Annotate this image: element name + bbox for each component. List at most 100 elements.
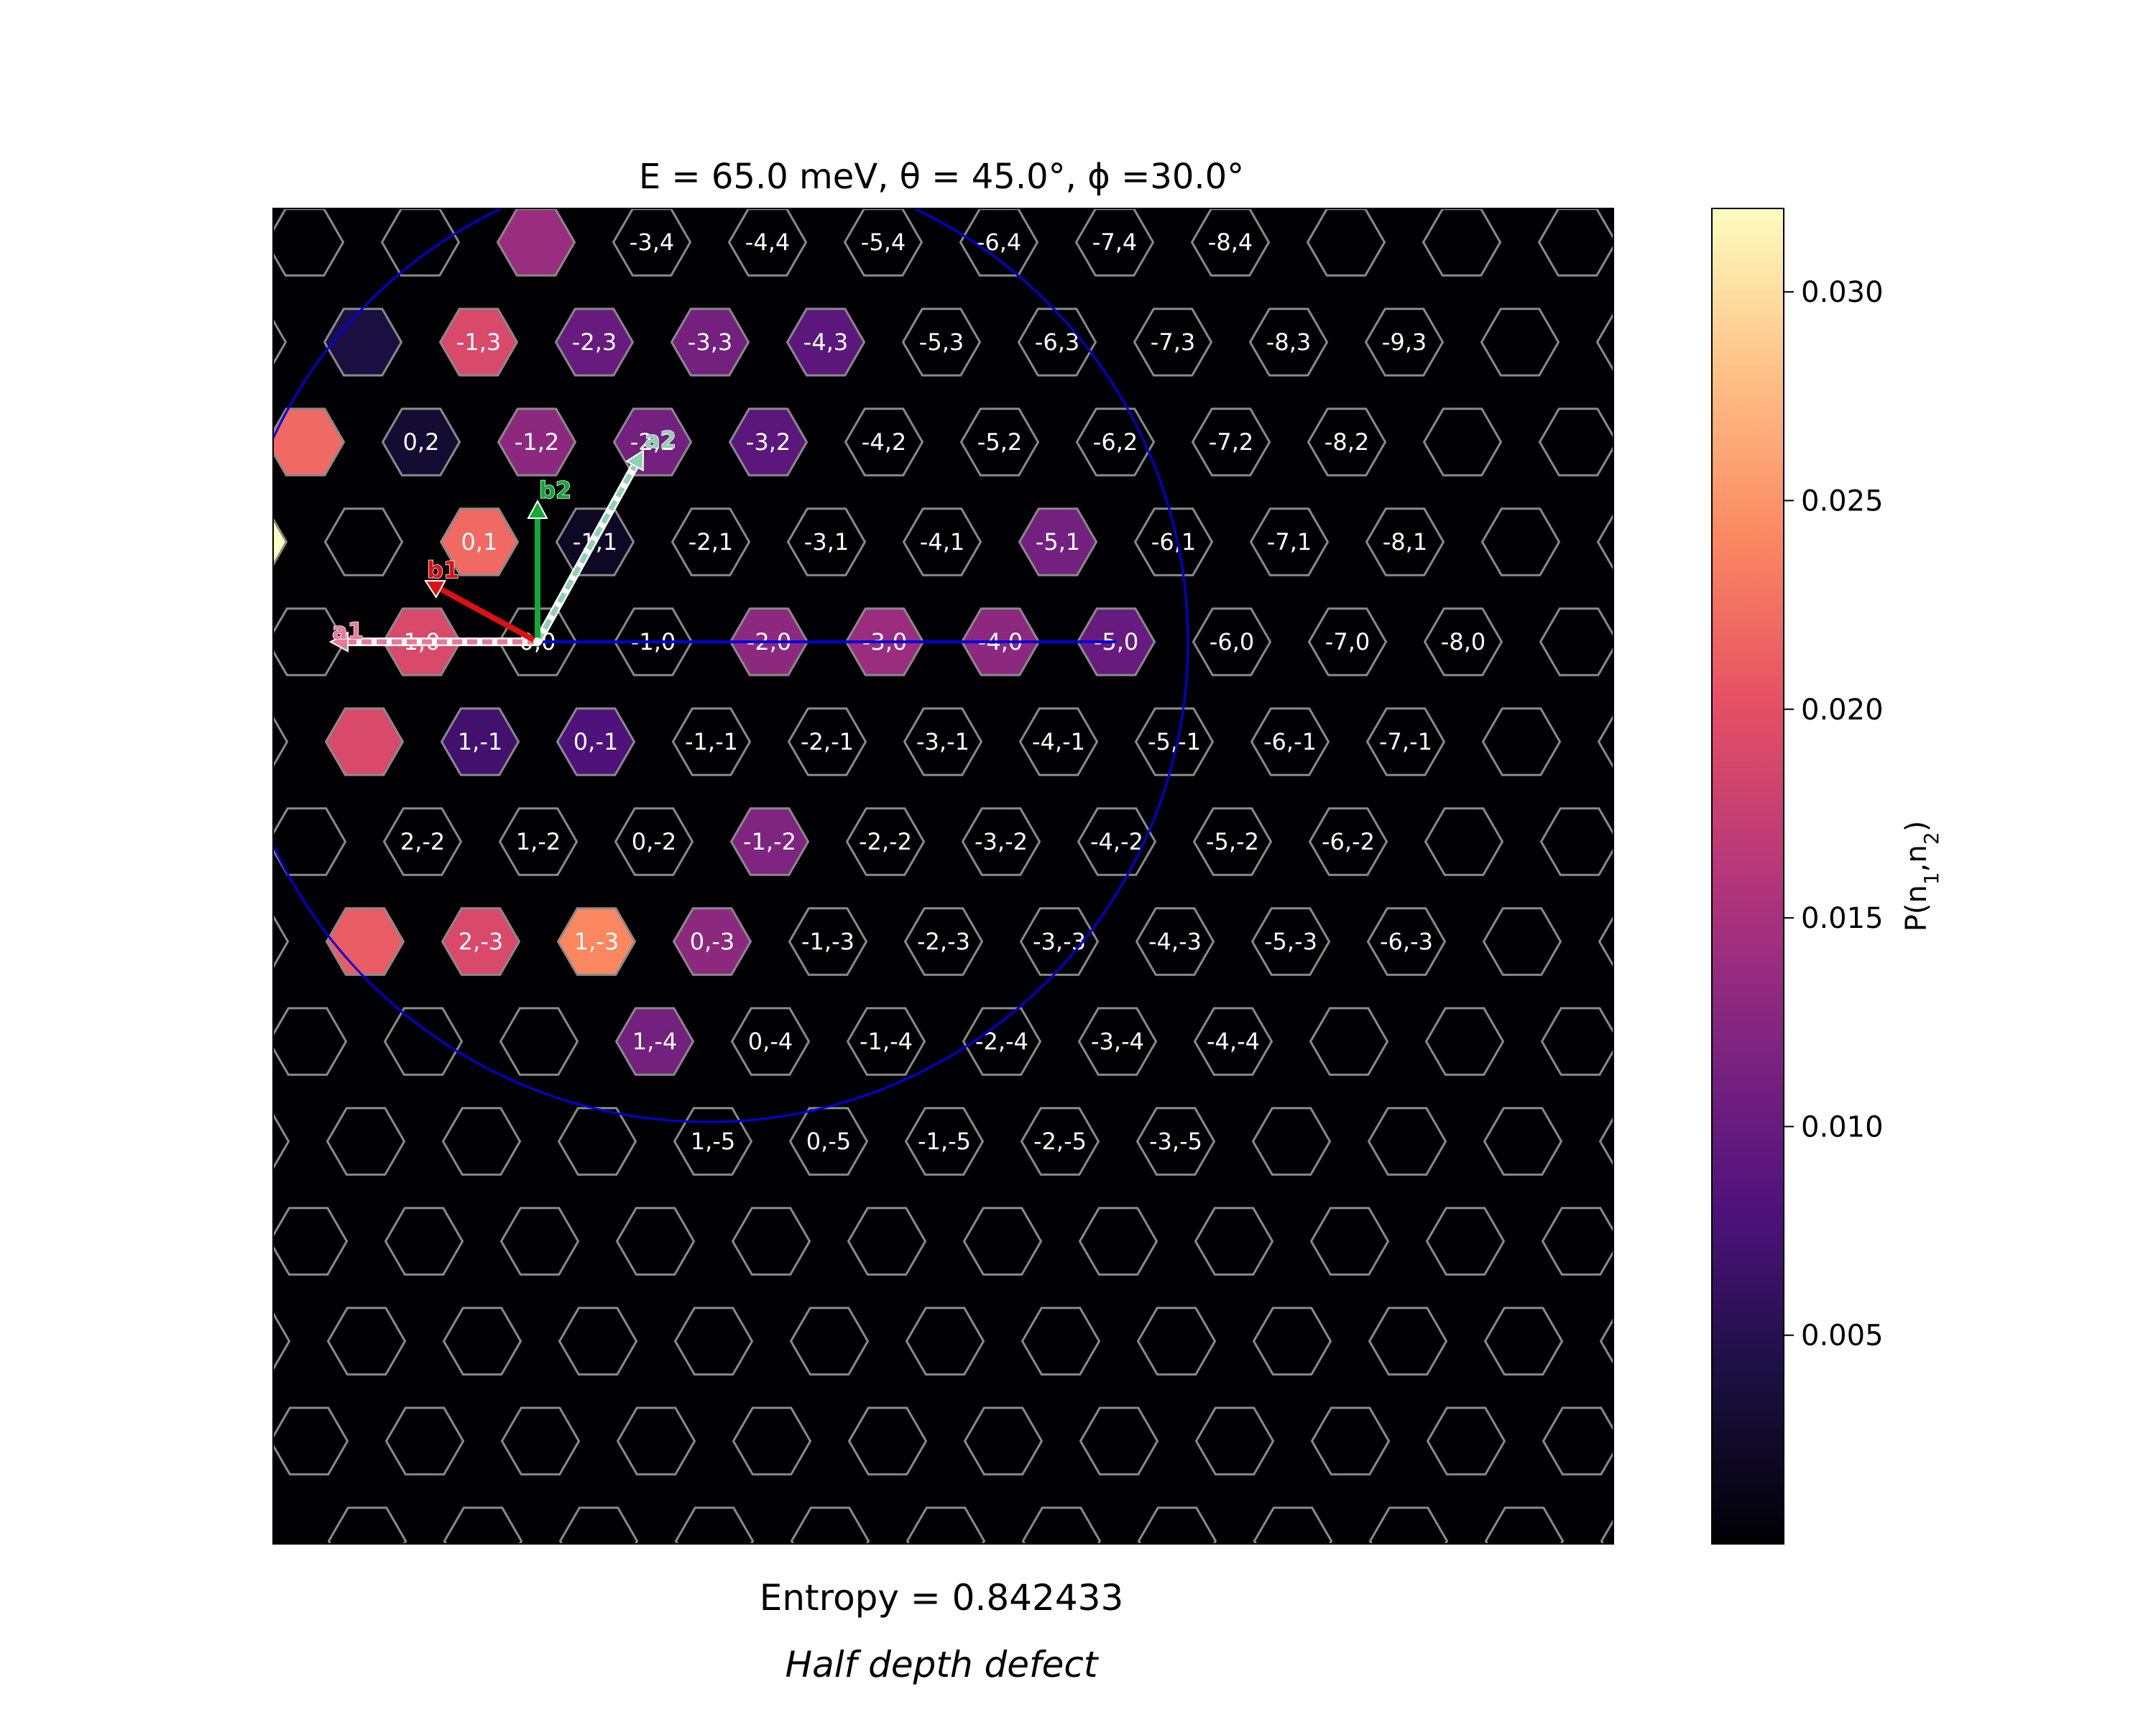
cell-label: -6,2 bbox=[1093, 428, 1138, 456]
cell-label: -4,-3 bbox=[1148, 928, 1202, 955]
hex-cell bbox=[1480, 308, 1560, 377]
hex-cell bbox=[1021, 1307, 1101, 1376]
cell-label: -8,0 bbox=[1441, 628, 1485, 656]
cell-label: -6,4 bbox=[977, 229, 1021, 256]
hex-cell bbox=[443, 1506, 523, 1544]
hex-cell bbox=[1425, 1207, 1506, 1276]
hex-cell bbox=[1194, 1207, 1274, 1276]
hex-cell bbox=[499, 1007, 579, 1076]
hex-cell bbox=[1307, 408, 1387, 477]
cell-label: -7,4 bbox=[1092, 229, 1137, 256]
cell-label: -1,3 bbox=[456, 328, 501, 356]
colorbar-tick-label: 0.020 bbox=[1801, 694, 1884, 727]
hex-cell bbox=[273, 516, 288, 568]
vector-label: b1 bbox=[427, 556, 459, 584]
lattice-vector-b2: b2 bbox=[527, 476, 572, 642]
cell-label: 0,-4 bbox=[748, 1028, 793, 1055]
hex-cell bbox=[1310, 1407, 1391, 1476]
cell-label: -5,1 bbox=[1036, 528, 1080, 556]
cell-label: -3,3 bbox=[688, 328, 732, 356]
hex-cell bbox=[614, 807, 694, 876]
plot-frame bbox=[272, 208, 1614, 1545]
lattice-vector-a2: a2 bbox=[533, 426, 677, 644]
hex-cell bbox=[962, 1007, 1042, 1076]
hex-cell bbox=[1595, 312, 1613, 372]
cell-label: -2,1 bbox=[688, 528, 733, 556]
hex-cell bbox=[790, 1506, 870, 1544]
hex-cell bbox=[1542, 1407, 1613, 1476]
cell-label: 1,-4 bbox=[632, 1028, 677, 1055]
hex-cell bbox=[273, 607, 346, 676]
vector-overlay: a1 a2 b1 b2 bbox=[273, 208, 1189, 1123]
cell-label: -8,3 bbox=[1266, 328, 1311, 356]
hex-cell bbox=[440, 707, 520, 776]
cell-label: -6,-3 bbox=[1380, 928, 1433, 955]
cell-label: 1,-5 bbox=[691, 1128, 735, 1155]
hex-cell bbox=[558, 1307, 638, 1376]
cell-label: -7,3 bbox=[1151, 328, 1195, 356]
colorbar-tick-label: 0.010 bbox=[1801, 1110, 1884, 1144]
hex-cell bbox=[1253, 1506, 1333, 1544]
hex-cell bbox=[383, 1007, 464, 1076]
hex-cell bbox=[959, 408, 1040, 477]
hex-cell bbox=[847, 1207, 927, 1276]
cell-label: -2,-1 bbox=[801, 728, 854, 755]
hex-cell bbox=[1599, 1317, 1613, 1366]
defect-subtitle: Half depth defect bbox=[785, 1644, 1099, 1685]
hex-cell bbox=[1367, 1107, 1447, 1176]
cell-label: 1,-3 bbox=[574, 928, 619, 955]
hex-cell bbox=[324, 707, 405, 776]
cell-label: -2,-3 bbox=[917, 928, 970, 955]
cell-label: -8,5 bbox=[1150, 129, 1194, 156]
hex-cell bbox=[497, 408, 577, 477]
cell-label: 2,-3 bbox=[459, 928, 503, 955]
hex-cell bbox=[671, 707, 752, 776]
chart-title: E = 65.0 meV, θ = 45.0°, ϕ =30.0° bbox=[639, 157, 1244, 197]
hex-cell bbox=[1598, 1116, 1613, 1167]
cell-label: 1,-1 bbox=[458, 728, 502, 755]
hex-cell bbox=[273, 408, 346, 477]
hex-cell bbox=[1019, 907, 1100, 976]
hex-cell bbox=[1539, 607, 1613, 676]
ewald-circle bbox=[273, 208, 1189, 1123]
cell-label: -6,5 bbox=[918, 129, 963, 156]
cell-label: -3,1 bbox=[804, 528, 849, 556]
hex-cell bbox=[845, 807, 926, 876]
hex-cell bbox=[1250, 707, 1330, 776]
hex-cell bbox=[673, 1107, 753, 1176]
hex-cell bbox=[556, 707, 636, 776]
hex-cell bbox=[554, 308, 635, 377]
hex-cell bbox=[381, 408, 461, 477]
hex-cell bbox=[273, 1407, 349, 1476]
hex-cell bbox=[844, 408, 924, 477]
hex-cell bbox=[1309, 1207, 1390, 1276]
hex-cell bbox=[327, 1506, 407, 1544]
hex-cell bbox=[963, 1407, 1044, 1476]
cell-label: -5,-1 bbox=[1148, 728, 1201, 755]
cell-label: -7,0 bbox=[1325, 628, 1370, 656]
hex-cell bbox=[499, 1207, 580, 1276]
hex-cell bbox=[1309, 1007, 1389, 1076]
vector-label: a1 bbox=[332, 617, 364, 645]
cell-label: -3,-2 bbox=[975, 828, 1028, 855]
cell-label: -3,2 bbox=[746, 428, 791, 456]
hex-cell bbox=[1133, 308, 1213, 377]
cell-label: -5,4 bbox=[861, 229, 906, 256]
cell-label: 0,-1 bbox=[573, 728, 618, 755]
hex-cell bbox=[500, 1407, 581, 1476]
cell-label: -3,-1 bbox=[916, 728, 969, 755]
vector-label: b2 bbox=[539, 477, 571, 504]
hex-cell bbox=[273, 807, 347, 876]
hex-cell bbox=[1424, 1007, 1505, 1076]
hex-cell bbox=[788, 907, 868, 976]
cell-label: -1,-2 bbox=[743, 828, 796, 855]
hex-cell bbox=[906, 1506, 986, 1544]
hex-cell bbox=[1078, 1207, 1158, 1276]
hex-cell bbox=[670, 308, 750, 377]
hex-cell bbox=[382, 807, 463, 876]
colorbar-label: P(n1,n2) bbox=[1900, 821, 1943, 932]
hex-cell bbox=[728, 408, 808, 477]
hex-cell bbox=[672, 907, 752, 976]
cell-label: -2,2 bbox=[630, 428, 675, 456]
hex-cell bbox=[1308, 807, 1388, 876]
